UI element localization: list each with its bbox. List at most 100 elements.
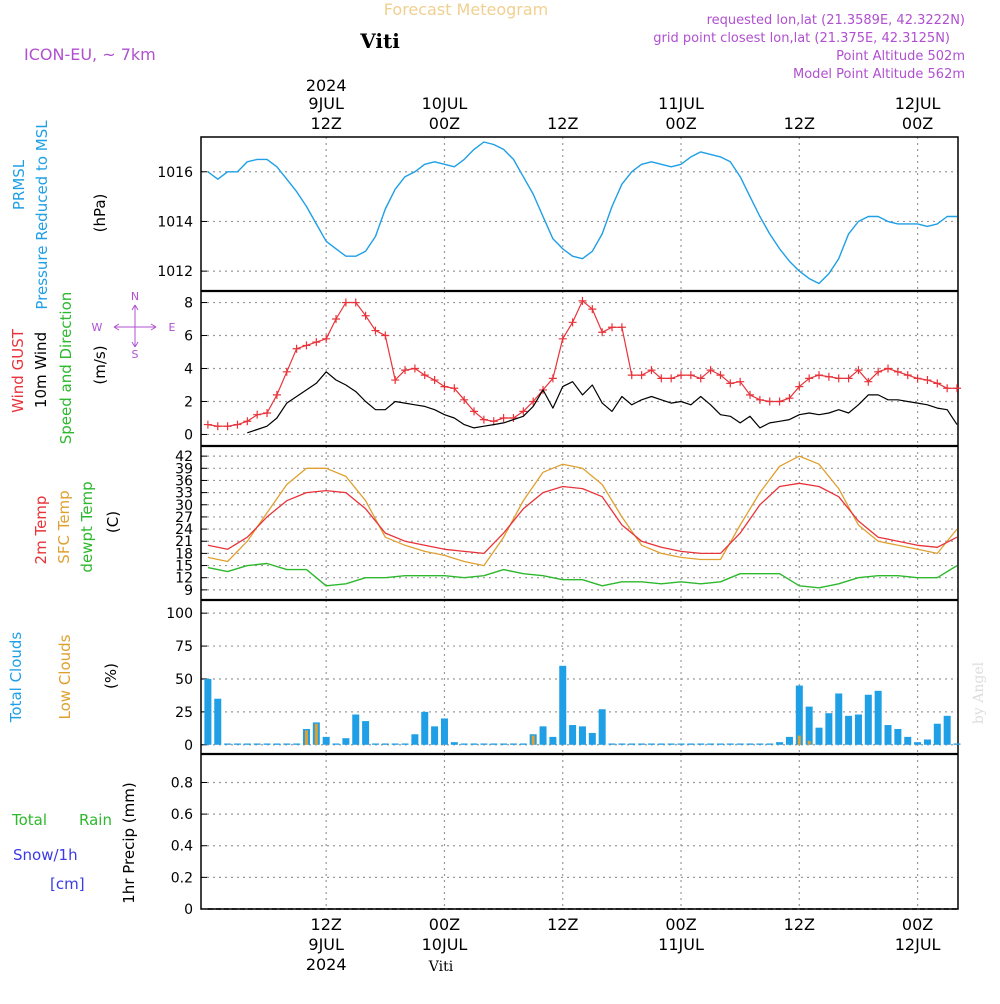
compass-e: E [169, 321, 176, 334]
total-clouds-bar [825, 713, 833, 745]
wind-gust-point [558, 334, 567, 343]
total-clouds-bar [923, 739, 931, 745]
wind-gust-point [608, 323, 617, 332]
bottom-time-label: 10JUL [422, 935, 468, 954]
bottom-time-label: 9JUL [308, 935, 344, 954]
total-clouds-bar [756, 743, 764, 745]
wind-ytick-label: 4 [184, 362, 193, 378]
total-clouds-bar [500, 743, 508, 745]
total-clouds-bar [293, 743, 301, 745]
total-clouds-bar [539, 726, 547, 745]
wind-gust-point [578, 296, 587, 305]
bottom-time-label: 12Z [311, 915, 342, 934]
total-clouds-bar [657, 743, 665, 745]
total-clouds-bar [519, 743, 527, 745]
total-clouds-bar [697, 743, 705, 745]
point-altitude: Point Altitude 502m [836, 49, 965, 64]
bottom-time-label: 00Z [902, 915, 933, 934]
total-clouds-bar [401, 743, 409, 745]
temperature-ytick-label: 24 [175, 522, 193, 538]
watermark-group: by Angel [971, 661, 987, 724]
wind-gust-point [499, 413, 508, 422]
wind-gust-point [440, 382, 449, 391]
model-altitude: Model Point Altitude 562m [793, 67, 965, 82]
precip-ytick-label: 0.4 [171, 839, 193, 855]
temp-unit-label-group: (C) [104, 511, 122, 533]
total-clouds-bar [805, 706, 813, 745]
temperature-ytick-label: 15 [175, 559, 193, 575]
header-title: Forecast Meteogram [384, 0, 548, 19]
clouds-label-total: Total Clouds [7, 632, 25, 724]
total-clouds-bar [894, 728, 902, 745]
top-time-label: 00Z [902, 114, 933, 133]
total-clouds-bar [716, 743, 724, 745]
compass-w: W [92, 321, 103, 334]
total-clouds-bar [884, 725, 892, 745]
wind-label-direction-group: Speed and Direction [57, 292, 75, 445]
total-clouds-bar [342, 738, 350, 745]
total-clouds-bar [933, 723, 941, 745]
top-time-label: 12Z [547, 114, 578, 133]
wind-gust-point [351, 298, 360, 307]
precip-ytick-label: 0.2 [171, 870, 193, 886]
wind-gust-point [322, 334, 331, 343]
low-clouds-bar [797, 735, 801, 745]
wind-gust-point [923, 376, 932, 385]
low-clouds-bar [314, 723, 318, 745]
pressure-unit-label-group: (hPa) [91, 194, 109, 233]
total-clouds-bar [421, 711, 429, 745]
total-clouds-bar [785, 736, 793, 745]
pressure-ytick-label: 1016 [157, 165, 193, 181]
clouds-unit-label: (%) [102, 663, 120, 689]
total-clouds-bar [549, 736, 557, 745]
temperature-ytick-label: 33 [175, 486, 193, 502]
model-name: ICON-EU, ~ 7km [24, 45, 156, 64]
total-clouds-bar [795, 685, 803, 745]
wind-ytick-label: 0 [184, 427, 193, 443]
compass-rose [113, 304, 157, 348]
total-clouds-bar [726, 743, 734, 745]
temperature-ytick-label: 18 [175, 546, 193, 562]
series-10m-wind-line [247, 371, 958, 434]
top-time-label: 10JUL [422, 94, 468, 113]
precip-label-total: Total [11, 811, 47, 829]
wind-gust-point [509, 413, 518, 422]
total-clouds-bar [253, 743, 261, 745]
total-clouds-bar [854, 714, 862, 745]
wind-label-10m: 10m Wind [32, 332, 50, 408]
total-clouds-bar [874, 690, 882, 745]
clouds-label-low-group: Low Clouds [56, 634, 74, 719]
wind-label-gust: Wind GUST [9, 328, 27, 413]
total-clouds-bar [707, 743, 715, 745]
total-clouds-bar [953, 743, 961, 745]
wind-ytick-label: 6 [184, 329, 193, 345]
top-time-label: 00Z [665, 114, 696, 133]
total-clouds-bar [943, 715, 951, 745]
bottom-time-label: 12JUL [895, 935, 941, 954]
pressure-label-msl-group: Pressure Reduced to MSL [33, 120, 51, 310]
station-name: Viti [359, 29, 400, 53]
total-clouds-bar [598, 709, 606, 745]
wind-gust-point [933, 379, 942, 388]
total-clouds-bar [440, 718, 448, 745]
top-time-label: 9JUL [308, 94, 344, 113]
temperature-ytick-label: 27 [175, 510, 193, 526]
wind-gust-point [677, 371, 686, 380]
wind-gust-point [795, 382, 804, 391]
total-clouds-bar [411, 734, 419, 745]
bottom-time-label: 2024 [306, 955, 347, 974]
pressure-label-msl: Pressure Reduced to MSL [33, 120, 51, 310]
temp-label-dewpt-group: dewpt Temp [78, 481, 96, 572]
total-clouds-bar [224, 743, 232, 745]
low-clouds-bar [807, 740, 811, 745]
total-clouds-bar [480, 743, 488, 745]
wind-gust-point [272, 390, 281, 399]
wind-gust-point [755, 395, 764, 404]
wind-label-10m-group: 10m Wind [32, 332, 50, 408]
top-time-label: 12JUL [895, 94, 941, 113]
total-clouds-bar [815, 727, 823, 745]
wind-gust-point [223, 422, 232, 431]
wind-gust-point [341, 298, 350, 307]
wind-gust-point [371, 326, 380, 335]
wind-gust-point [815, 371, 824, 380]
